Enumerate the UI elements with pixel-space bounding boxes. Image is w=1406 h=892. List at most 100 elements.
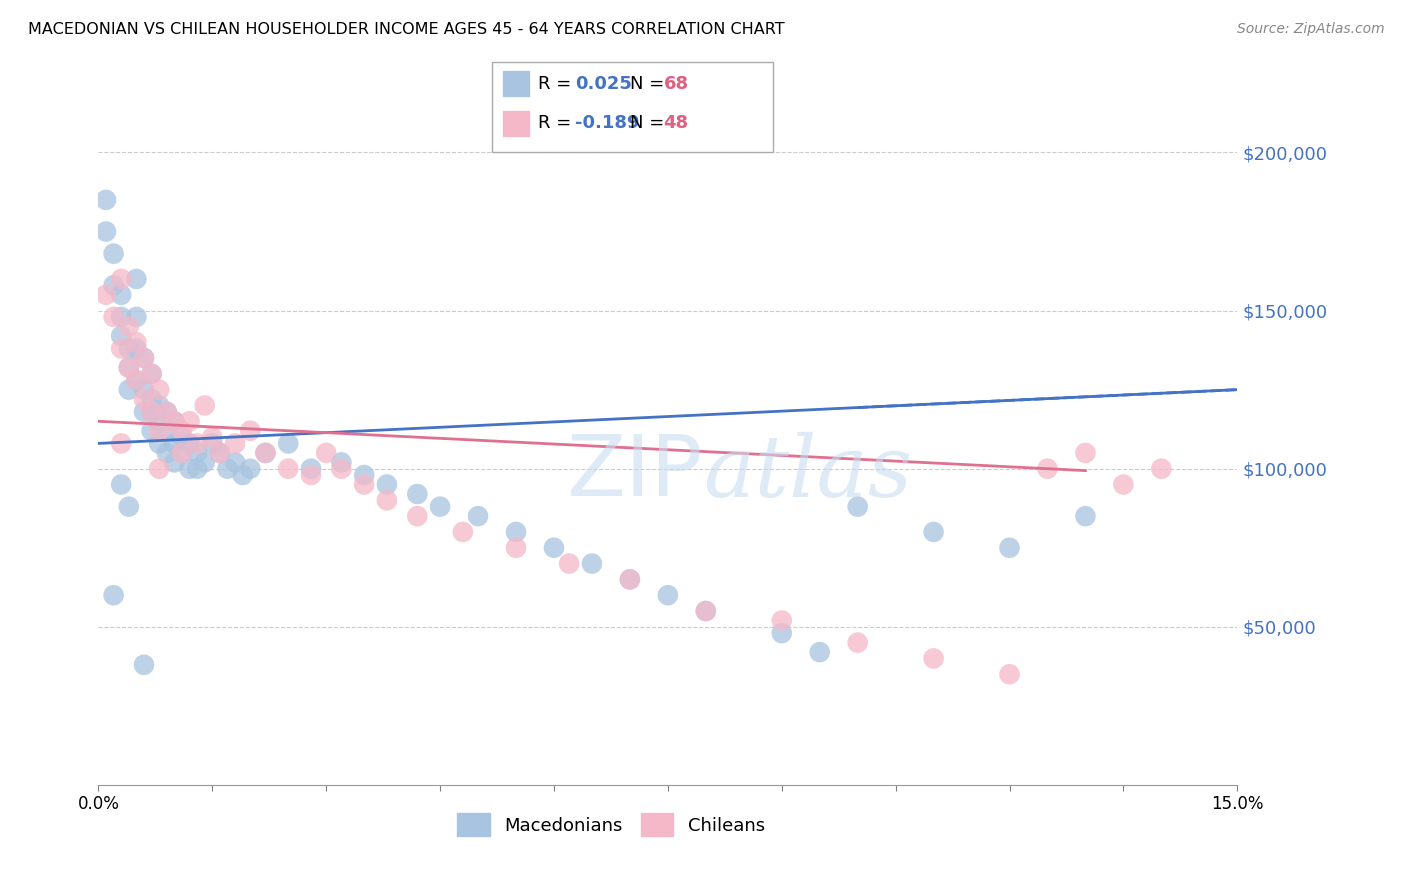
Point xyxy=(110,436,132,450)
Point xyxy=(619,573,641,587)
Text: N =: N = xyxy=(630,75,669,93)
Point xyxy=(998,667,1021,681)
Point xyxy=(170,430,193,444)
Point xyxy=(132,657,155,672)
Point xyxy=(110,477,132,491)
Point xyxy=(451,524,474,539)
Point xyxy=(217,461,239,475)
Point xyxy=(558,557,581,571)
Point xyxy=(353,468,375,483)
Point xyxy=(581,557,603,571)
Point xyxy=(132,405,155,419)
Point xyxy=(254,446,277,460)
Point xyxy=(103,278,125,293)
Point xyxy=(922,524,945,539)
Point xyxy=(194,399,217,413)
Point xyxy=(330,455,353,469)
Point xyxy=(1074,446,1097,460)
Point xyxy=(118,360,141,375)
Point xyxy=(277,461,299,475)
Legend: Macedonians, Chileans: Macedonians, Chileans xyxy=(449,805,773,846)
Text: ZIP: ZIP xyxy=(567,431,703,515)
Point xyxy=(132,392,155,406)
Point xyxy=(808,645,831,659)
Point xyxy=(543,541,565,555)
Point xyxy=(132,383,155,397)
Point xyxy=(141,424,163,438)
Point xyxy=(375,493,398,508)
Point xyxy=(110,287,132,301)
Point xyxy=(103,588,125,602)
Point xyxy=(277,436,299,450)
Point xyxy=(148,461,170,475)
Point xyxy=(846,500,869,514)
Point xyxy=(170,446,193,460)
Point xyxy=(103,246,125,260)
Point xyxy=(695,604,717,618)
Point xyxy=(148,424,170,438)
Point xyxy=(194,455,217,469)
Point xyxy=(179,414,201,428)
Point xyxy=(299,468,322,483)
Point xyxy=(148,383,170,397)
Point xyxy=(254,446,277,460)
Point xyxy=(156,424,179,438)
Point xyxy=(110,342,132,356)
Text: atlas: atlas xyxy=(703,432,912,514)
Point xyxy=(330,461,353,475)
Point xyxy=(770,626,793,640)
Point xyxy=(103,310,125,324)
Text: R =: R = xyxy=(538,75,578,93)
Point xyxy=(232,468,254,483)
Point xyxy=(94,225,117,239)
Point xyxy=(201,430,224,444)
Point xyxy=(186,461,208,475)
Point xyxy=(156,405,179,419)
Point xyxy=(141,405,163,419)
Point xyxy=(186,436,208,450)
Point xyxy=(505,524,527,539)
Point xyxy=(118,319,141,334)
Point xyxy=(1150,461,1173,475)
Point xyxy=(94,287,117,301)
Point xyxy=(695,604,717,618)
Point xyxy=(170,446,193,460)
Point xyxy=(375,477,398,491)
Point xyxy=(125,310,148,324)
Point xyxy=(125,373,148,387)
Point xyxy=(156,405,179,419)
Point xyxy=(163,414,186,428)
Point xyxy=(179,461,201,475)
Text: MACEDONIAN VS CHILEAN HOUSEHOLDER INCOME AGES 45 - 64 YEARS CORRELATION CHART: MACEDONIAN VS CHILEAN HOUSEHOLDER INCOME… xyxy=(28,22,785,37)
Point xyxy=(239,424,262,438)
Point xyxy=(315,446,337,460)
Point xyxy=(186,446,208,460)
Point xyxy=(224,436,246,450)
Point xyxy=(110,329,132,343)
Point xyxy=(998,541,1021,555)
Point xyxy=(201,436,224,450)
Text: -0.189: -0.189 xyxy=(575,114,640,132)
Point xyxy=(922,651,945,665)
Point xyxy=(125,272,148,286)
Point xyxy=(94,193,117,207)
Text: 68: 68 xyxy=(664,75,689,93)
Point xyxy=(141,367,163,381)
Point xyxy=(118,500,141,514)
Point xyxy=(208,446,231,460)
Point xyxy=(406,487,429,501)
Point xyxy=(353,477,375,491)
Point xyxy=(148,399,170,413)
Point xyxy=(125,342,148,356)
Point xyxy=(125,373,148,387)
Point xyxy=(239,461,262,475)
Point xyxy=(505,541,527,555)
Point xyxy=(148,414,170,428)
Point xyxy=(1036,461,1059,475)
Point xyxy=(110,310,132,324)
Point xyxy=(125,335,148,350)
Point xyxy=(846,635,869,649)
Point xyxy=(141,367,163,381)
Point xyxy=(170,424,193,438)
Point xyxy=(118,383,141,397)
